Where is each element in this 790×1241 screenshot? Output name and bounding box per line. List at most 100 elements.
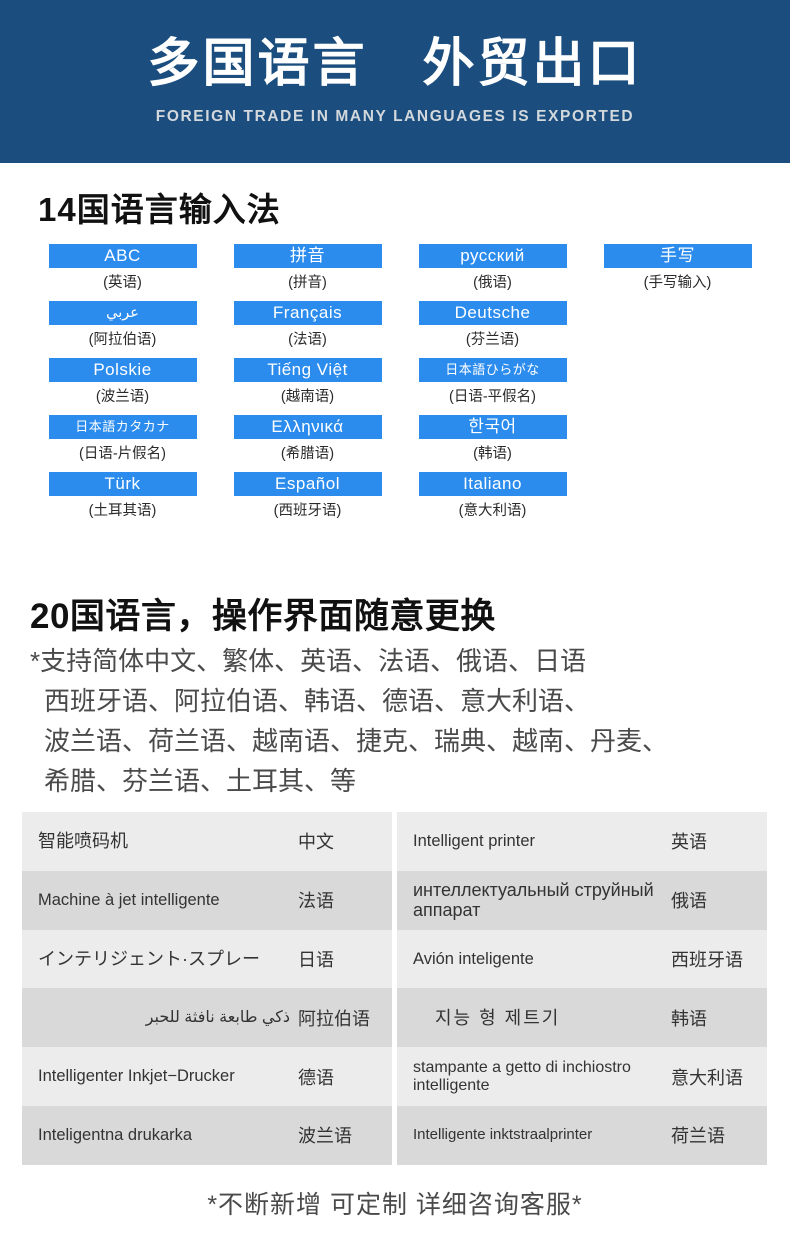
language-chip-caption: (波兰语) bbox=[95, 389, 150, 405]
language-chip[interactable]: Español bbox=[233, 472, 382, 496]
language-chip-caption: (日语-平假名) bbox=[449, 389, 536, 405]
table-cell-product-name: 智能喷码机 bbox=[38, 831, 128, 852]
table-cell-language: 西班牙语 bbox=[671, 949, 743, 970]
language-chip-caption: (韩语) bbox=[473, 446, 512, 462]
language-chip[interactable]: Italiano bbox=[418, 472, 567, 496]
language-chip[interactable]: 手写 bbox=[603, 244, 752, 268]
language-tag-cell[interactable]: 한국어 (韩语) bbox=[400, 415, 585, 472]
language-tag-cell[interactable]: Français (法语) bbox=[215, 301, 400, 358]
translation-table-left: 智能喷码机 中文 Machine à jet intelligente 法语インテリジ… bbox=[22, 812, 392, 1165]
language-tag-cell[interactable]: Tiếng Việt (越南语) bbox=[215, 358, 400, 415]
language-tag-cell[interactable]: 日本語カタカナ (日语-片假名) bbox=[30, 415, 215, 472]
ui-language-line: 西班牙语、阿拉伯语、韩语、德语、意大利语、 bbox=[44, 686, 591, 716]
language-chip[interactable]: Deutsche bbox=[418, 301, 567, 325]
language-chip[interactable]: Ελληνικά bbox=[233, 415, 382, 439]
translation-table-right: Intelligent printer 英语 интеллектуальный ст… bbox=[397, 812, 767, 1165]
table-cell-language: 中文 bbox=[298, 832, 334, 853]
language-chip-caption: (法语) bbox=[288, 332, 327, 348]
table-row: インテリジェント·スプレー 日语 bbox=[22, 929, 392, 989]
language-tag-cell[interactable]: عربي (阿拉伯语) bbox=[30, 301, 215, 358]
language-chip-caption: (拼音) bbox=[288, 275, 327, 291]
table-cell-language: 德语 bbox=[298, 1067, 334, 1088]
language-tag-cell[interactable]: Italiano (意大利语) bbox=[400, 472, 585, 529]
table-row: Intelligenter Inkjet−Drucker 德语 bbox=[22, 1047, 392, 1106]
table-cell-language: 俄语 bbox=[671, 891, 707, 912]
language-chip[interactable]: ABC bbox=[48, 244, 197, 268]
footer-note: *不断新增 可定制 详细咨询客服* bbox=[207, 1191, 583, 1219]
language-tag-cell[interactable]: Ελληνικά (希腊语) bbox=[215, 415, 400, 472]
language-tag-cell[interactable]: Türk (土耳其语) bbox=[30, 472, 215, 529]
ui-languages-list: *支持简体中文、繁体、英语、法语、俄语、日语西班牙语、阿拉伯语、韩语、德语、意大… bbox=[30, 641, 770, 801]
header-banner: 多国语言 外贸出口 FOREIGN TRADE IN MANY LANGUAGE… bbox=[0, 0, 790, 163]
table-cell-language: 韩语 bbox=[671, 1008, 707, 1029]
language-chip[interactable]: Tiếng Việt bbox=[233, 358, 382, 382]
language-chip[interactable]: عربي bbox=[48, 301, 197, 325]
table-cell-product-name: Avión inteligente bbox=[413, 949, 534, 968]
language-tag-cell[interactable]: 日本語ひらがな (日语-平假名) bbox=[400, 358, 585, 415]
banner-title: 多国语言 外贸出口 bbox=[147, 35, 643, 94]
table-cell-product-name: Intelligenter Inkjet−Drucker bbox=[38, 1067, 235, 1086]
table-column-divider bbox=[392, 812, 397, 1165]
table-row: ذكي طابعة نافثة للحبر 阿拉伯语 bbox=[22, 988, 392, 1048]
language-chip-caption: (俄语) bbox=[473, 275, 512, 291]
language-tag-row: عربي (阿拉伯语) Français (法语) Deutsche (芬兰语) bbox=[30, 301, 770, 358]
language-tag-row: ABC (英语) 拼音 (拼音) русский (俄语) 手写 (手写输入) bbox=[30, 244, 770, 301]
language-tag-cell[interactable]: Polskie (波兰语) bbox=[30, 358, 215, 415]
language-chip-caption: (土耳其语) bbox=[88, 503, 157, 519]
language-tag-cell[interactable]: Español (西班牙语) bbox=[215, 472, 400, 529]
table-cell-product-name: Intelligente inktstraalprinter bbox=[413, 1125, 593, 1143]
table-cell-language: 波兰语 bbox=[298, 1126, 352, 1147]
table-cell-language: 英语 bbox=[671, 832, 707, 853]
language-chip-caption: (英语) bbox=[103, 275, 142, 291]
table-cell-language: 意大利语 bbox=[671, 1067, 743, 1088]
table-cell-language: 荷兰语 bbox=[671, 1126, 725, 1147]
table-row: интеллектуальный струйный аппарат 俄语 bbox=[397, 870, 767, 930]
language-chip-caption: (阿拉伯语) bbox=[88, 332, 157, 348]
language-chip[interactable]: Polskie bbox=[48, 358, 197, 382]
input-methods-heading: 14国语言输入法 bbox=[38, 191, 281, 228]
language-tag-cell[interactable]: 手写 (手写输入) bbox=[585, 244, 770, 301]
ui-languages-heading: 20国语言，操作界面随意更换 bbox=[30, 597, 496, 636]
language-tag-row: Polskie (波兰语) Tiếng Việt (越南语) 日本語ひらがな (日语-平假… bbox=[30, 358, 770, 415]
table-cell-product-name: インテリジェント·スプレー bbox=[38, 948, 260, 969]
ui-language-line: *支持简体中文、繁体、英语、法语、俄语、日语 bbox=[30, 646, 587, 676]
table-row: Intelligent printer 英语 bbox=[397, 812, 767, 871]
table-cell-product-name: stampante a getto di inchiostro intellig… bbox=[413, 1058, 631, 1094]
language-chip[interactable]: Türk bbox=[48, 472, 197, 496]
table-cell-product-name: Inteligentna drukarka bbox=[38, 1126, 193, 1145]
table-row: Intelligente inktstraalprinter 荷兰语 bbox=[397, 1105, 767, 1165]
table-cell-product-name: ذكي طابعة نافثة للحبر bbox=[145, 1008, 290, 1026]
language-tag-cell[interactable]: Deutsche (芬兰语) bbox=[400, 301, 585, 358]
table-cell-language: 阿拉伯语 bbox=[298, 1008, 370, 1029]
language-tag-cell[interactable]: ABC (英语) bbox=[30, 244, 215, 301]
language-chip-caption: (越南语) bbox=[280, 389, 335, 405]
language-chip-caption: (希腊语) bbox=[280, 446, 335, 462]
language-chip[interactable]: Français bbox=[233, 301, 382, 325]
ui-language-line: 希腊、芬兰语、土耳其、等 bbox=[44, 766, 357, 796]
language-tag-cell[interactable]: 拼音 (拼音) bbox=[215, 244, 400, 301]
table-row: Inteligentna drukarka 波兰语 bbox=[22, 1105, 392, 1165]
language-chip[interactable]: 日本語カタカナ bbox=[48, 415, 197, 439]
language-chip-caption: (西班牙语) bbox=[273, 503, 342, 519]
language-chip-caption: (意大利语) bbox=[458, 503, 527, 519]
language-chip[interactable]: 拼音 bbox=[233, 244, 382, 268]
language-chip-caption: (手写输入) bbox=[643, 275, 712, 291]
table-cell-product-name: Machine à jet intelligente bbox=[38, 890, 220, 909]
language-chip[interactable]: 한국어 bbox=[418, 415, 567, 439]
language-chip-caption: (日语-片假名) bbox=[79, 446, 166, 462]
table-row: stampante a getto di inchiostro intellig… bbox=[397, 1047, 767, 1106]
table-cell-language: 法语 bbox=[298, 891, 334, 912]
language-chip[interactable]: 日本語ひらがな bbox=[418, 358, 567, 382]
table-row: Avión inteligente 西班牙语 bbox=[397, 929, 767, 989]
language-chip[interactable]: русский bbox=[418, 244, 567, 268]
banner-subtitle: FOREIGN TRADE IN MANY LANGUAGES IS EXPOR… bbox=[155, 107, 635, 125]
table-cell-language: 日语 bbox=[298, 949, 334, 970]
table-cell-product-name: 지능 형 제트기 bbox=[435, 1007, 561, 1028]
table-row: Machine à jet intelligente 法语 bbox=[22, 870, 392, 930]
language-tag-cell[interactable]: русский (俄语) bbox=[400, 244, 585, 301]
language-tag-row: 日本語カタカナ (日语-片假名) Ελληνικά (希腊语) 한국어 (韩语) bbox=[30, 415, 770, 472]
translation-table: 智能喷码机 中文 Machine à jet intelligente 法语インテリジ… bbox=[22, 812, 767, 1165]
language-tag-grid: ABC (英语) 拼音 (拼音) русский (俄语) 手写 (手写输入) عربي (阿拉伯… bbox=[30, 244, 770, 529]
table-row: 지능 형 제트기 韩语 bbox=[397, 988, 767, 1048]
